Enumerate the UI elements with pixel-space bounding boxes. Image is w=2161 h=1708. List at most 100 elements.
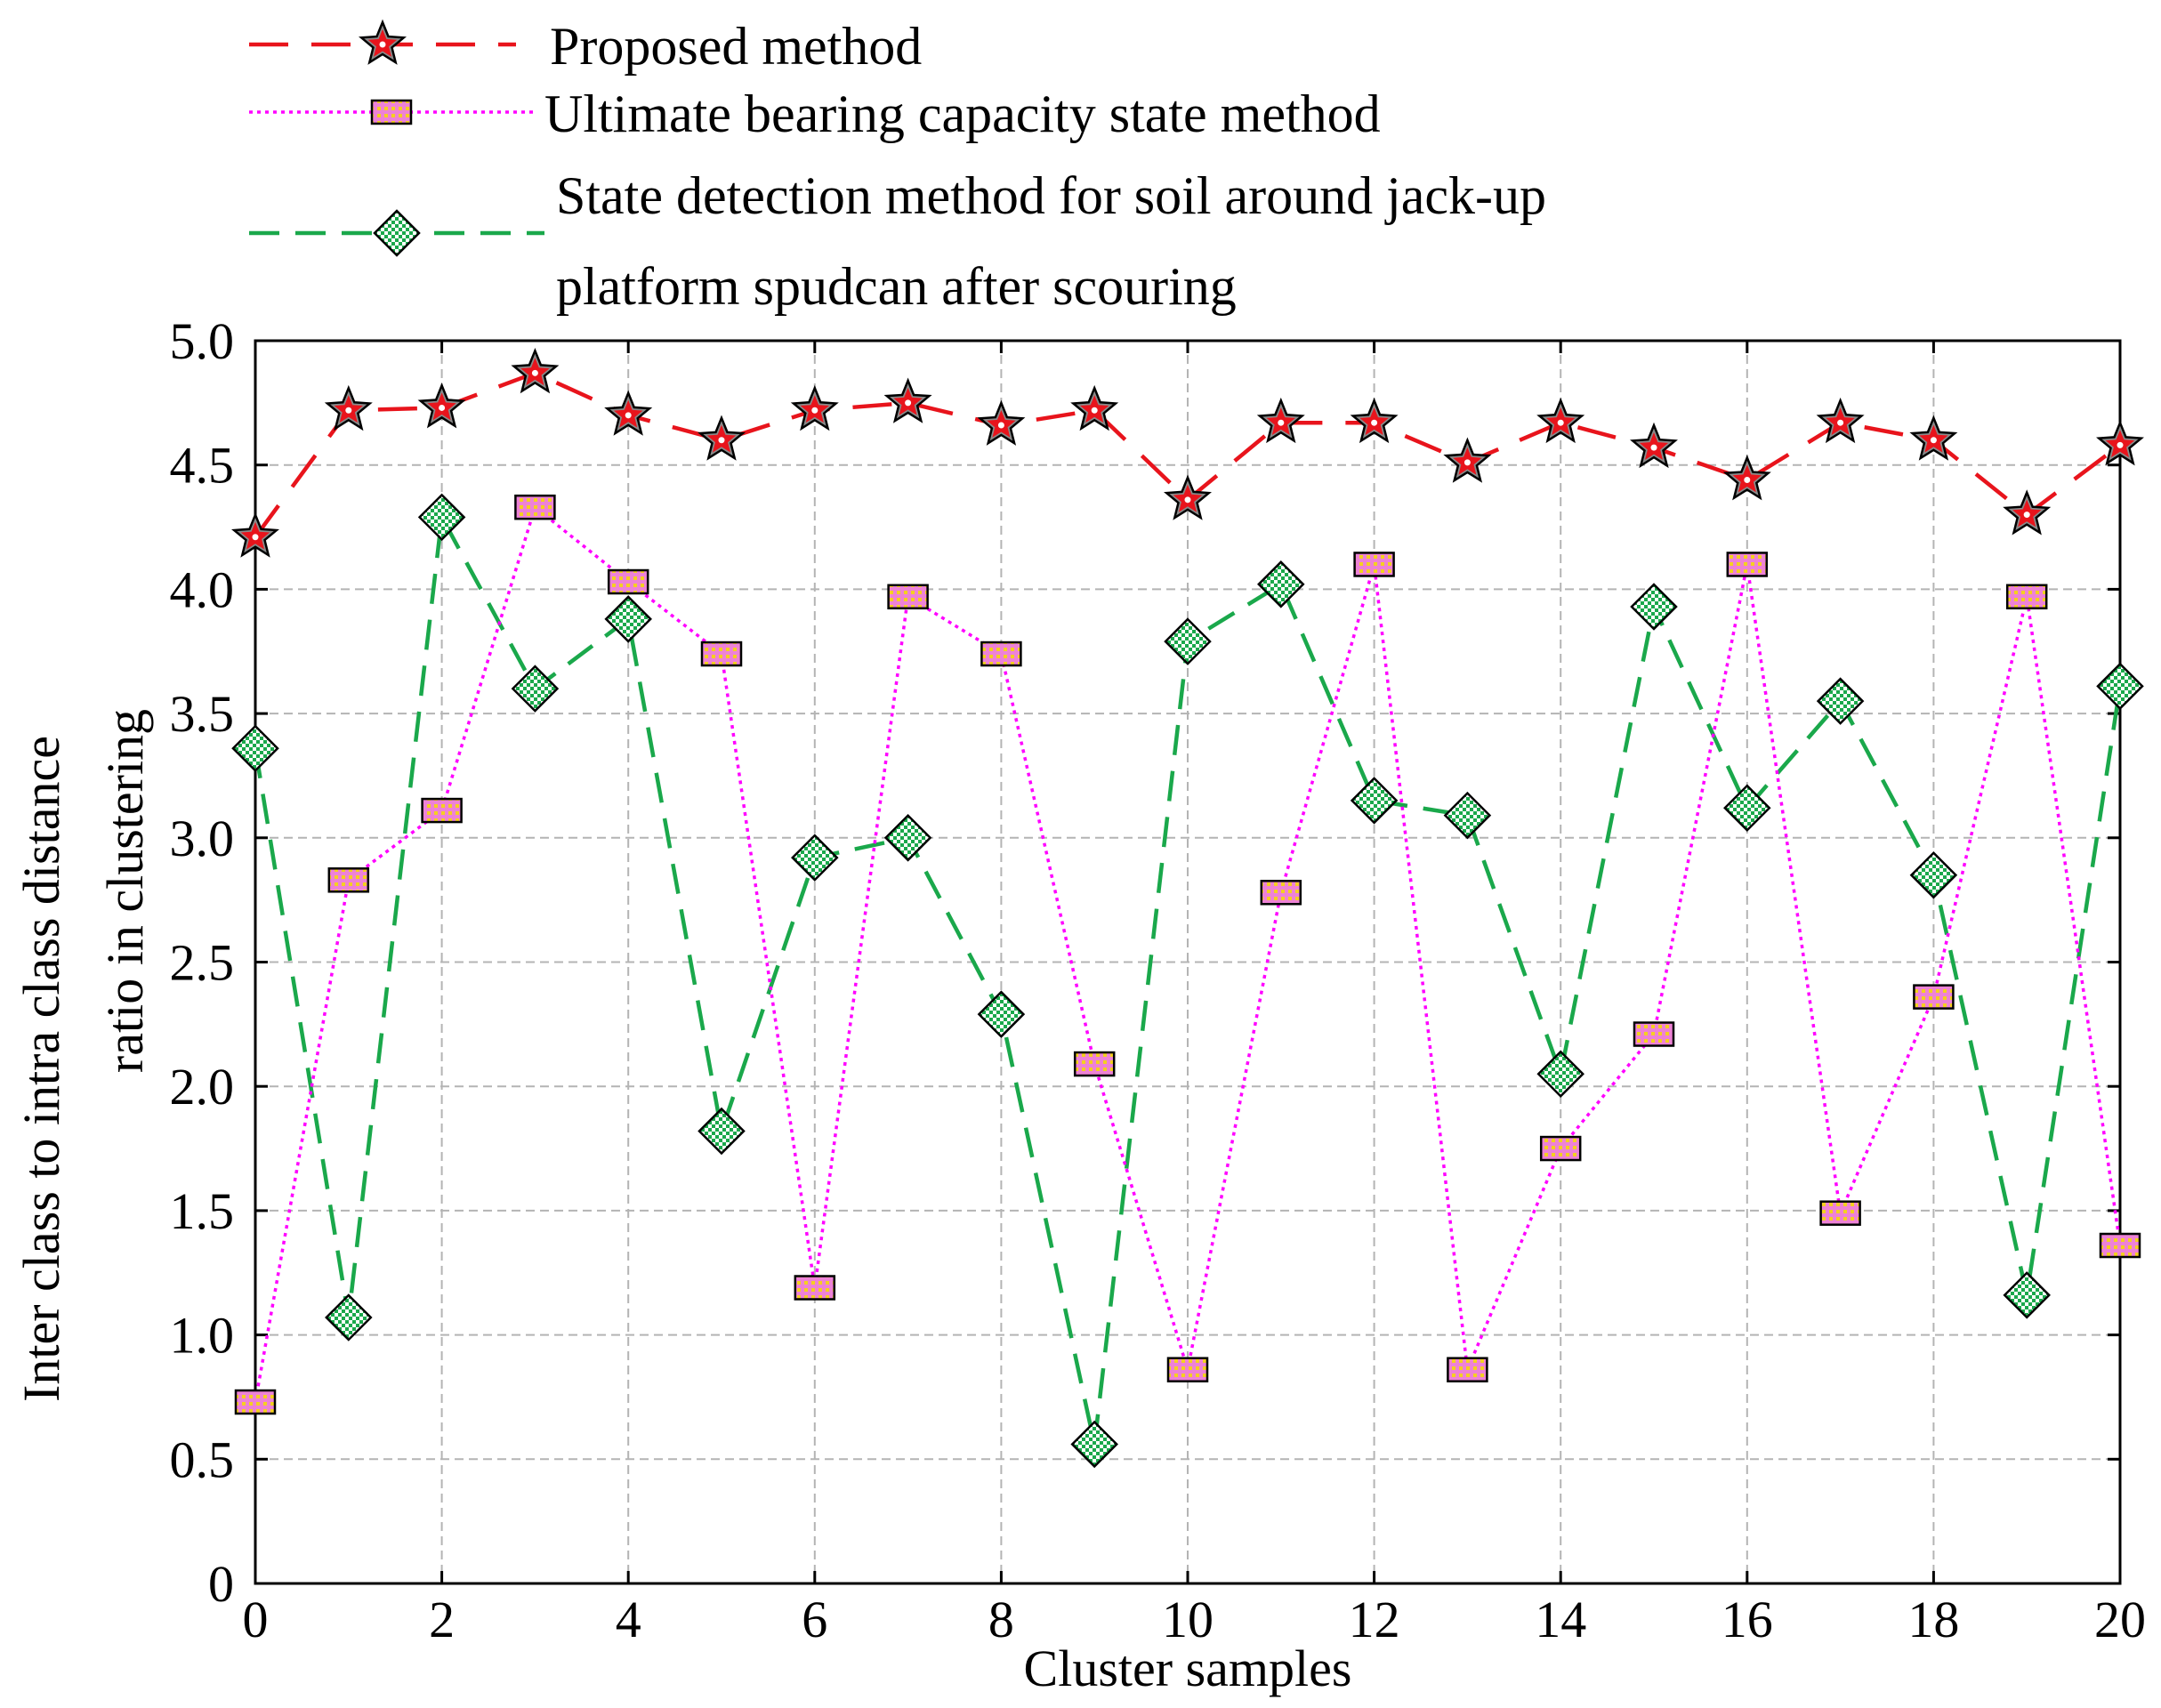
y-tick-label: 2.0 [170,1058,235,1116]
legend-label-proposed: Proposed method [550,17,922,76]
data-point-0-8 [977,399,1026,446]
data-point-1-16 [1726,552,1769,577]
data-point-0-0 [231,512,279,558]
y-tick-label: 2.5 [170,934,235,992]
data-point-1-7 [887,584,929,610]
data-point-0-17 [1816,397,1865,444]
data-point-0-14 [1536,397,1585,444]
data-point-1-9 [1073,1051,1116,1077]
data-point-1-1 [327,867,370,893]
y-tick-label: 0.5 [170,1430,235,1488]
data-point-2-17 [1816,677,1865,725]
data-point-1-13 [1447,1357,1488,1382]
data-point-1-8 [980,640,1022,667]
data-point-2-19 [2003,1271,2051,1319]
data-point-2-2 [417,493,466,542]
series-0 [231,347,2144,558]
legend-label-ultimate-bearing: Ultimate bearing capacity state method [544,85,1381,143]
legend-label-state-detection-line1: State detection method for soil around j… [556,166,1546,225]
legend-marker-0 [359,19,407,65]
data-point-1-3 [514,494,556,520]
data-point-2-13 [1443,791,1492,840]
y-axis-title-line2: ratio in clustering [96,709,154,1073]
data-point-2-1 [325,1293,373,1341]
data-point-0-15 [1630,422,1678,469]
data-point-1-17 [1819,1200,1861,1226]
series-2 [231,493,2144,1469]
data-point-1-0 [234,1389,277,1415]
x-tick-label: 6 [802,1591,827,1648]
data-point-2-14 [1536,1050,1584,1098]
data-point-0-12 [1350,397,1399,444]
data-point-0-7 [883,377,932,423]
x-tick-label: 16 [1722,1591,1773,1648]
data-point-2-8 [977,990,1026,1038]
data-point-2-4 [604,595,652,643]
data-point-1-4 [607,568,649,595]
series-layer [231,347,2144,1469]
y-tick-label: 5.0 [170,312,235,370]
data-point-2-0 [231,724,279,772]
legend-marker-2 [373,209,421,257]
data-point-0-20 [2096,419,2144,466]
data-point-0-2 [417,383,466,429]
data-point-0-16 [1722,455,1771,501]
series-1 [234,494,2141,1415]
data-point-2-6 [791,834,839,882]
y-axis-title-line1: Inter class to intra class distance [12,736,70,1402]
x-tick-label: 14 [1535,1591,1586,1648]
x-tick-label: 12 [1349,1591,1400,1648]
data-point-2-15 [1630,583,1678,631]
legend-entry-proposed: Proposed method [249,17,922,76]
legend-entry-state-detection: State detection method for soil around j… [249,166,1546,316]
y-tick-label: 4.5 [170,437,235,495]
legend-marker-1 [370,99,413,125]
data-point-0-10 [1164,474,1212,520]
y-tick-label: 1.5 [170,1182,235,1240]
y-axis: 0 0.5 1.0 1.5 2.0 2.5 3.0 3.5 4.0 4.5 5.0 [170,312,2120,1613]
legend-entry-ultimate-bearing: Ultimate bearing capacity state method [249,85,1381,143]
data-point-0-18 [1909,415,1958,461]
x-tick-label: 0 [243,1591,269,1648]
data-point-1-18 [1913,984,1955,1010]
data-point-1-15 [1633,1021,1675,1047]
data-point-0-5 [697,415,746,461]
x-axis: 0 2 4 6 8 10 12 14 16 18 20 [243,341,2146,1648]
data-point-0-1 [324,384,373,431]
data-point-2-20 [2096,662,2144,711]
x-tick-label: 4 [616,1591,641,1648]
data-point-2-11 [1257,560,1305,608]
data-point-2-10 [1164,617,1212,665]
grid-lines [255,341,2120,1583]
data-point-1-14 [1539,1135,1582,1162]
data-point-0-3 [511,347,560,394]
data-point-2-7 [883,814,932,862]
y-tick-label: 3.0 [170,810,235,867]
y-tick-label: 3.5 [170,685,235,743]
data-point-1-19 [2005,584,2048,610]
x-tick-label: 20 [2094,1591,2146,1648]
x-tick-label: 8 [988,1591,1014,1648]
x-axis-title: Cluster samples [1024,1640,1352,1697]
data-point-0-11 [1256,397,1305,444]
data-point-2-5 [697,1107,746,1156]
x-tick-label: 18 [1907,1591,1959,1648]
data-point-0-4 [604,390,653,436]
data-point-2-9 [1070,1420,1118,1469]
data-point-0-6 [790,384,839,431]
data-point-0-19 [2003,489,2052,536]
data-point-1-11 [1260,880,1302,906]
legend-label-state-detection-line2: platform spudcan after scouring [556,257,1237,316]
x-tick-label: 10 [1162,1591,1214,1648]
x-tick-label: 2 [429,1591,455,1648]
legend: Proposed method Ultimate bearing capacit… [249,17,1546,316]
data-point-0-13 [1443,437,1492,483]
data-point-1-20 [2099,1232,2141,1259]
data-point-2-12 [1350,777,1399,825]
data-point-1-12 [1353,552,1395,577]
data-point-0-9 [1070,384,1119,431]
y-tick-label: 4.0 [170,560,235,618]
y-tick-label: 0 [208,1555,234,1613]
data-point-2-3 [511,665,560,713]
